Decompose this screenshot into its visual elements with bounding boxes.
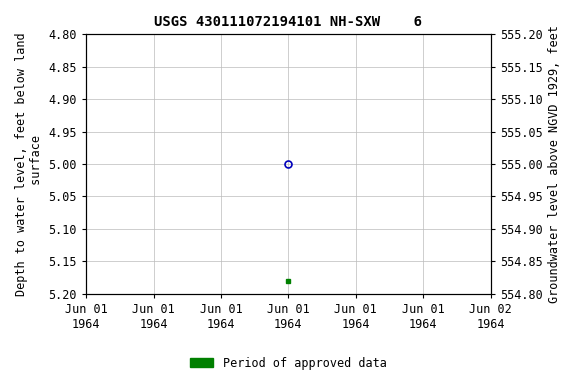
Y-axis label: Depth to water level, feet below land
 surface: Depth to water level, feet below land su… (15, 32, 43, 296)
Title: USGS 430111072194101 NH-SXW    6: USGS 430111072194101 NH-SXW 6 (154, 15, 422, 29)
Y-axis label: Groundwater level above NGVD 1929, feet: Groundwater level above NGVD 1929, feet (548, 25, 561, 303)
Legend: Period of approved data: Period of approved data (185, 352, 391, 374)
